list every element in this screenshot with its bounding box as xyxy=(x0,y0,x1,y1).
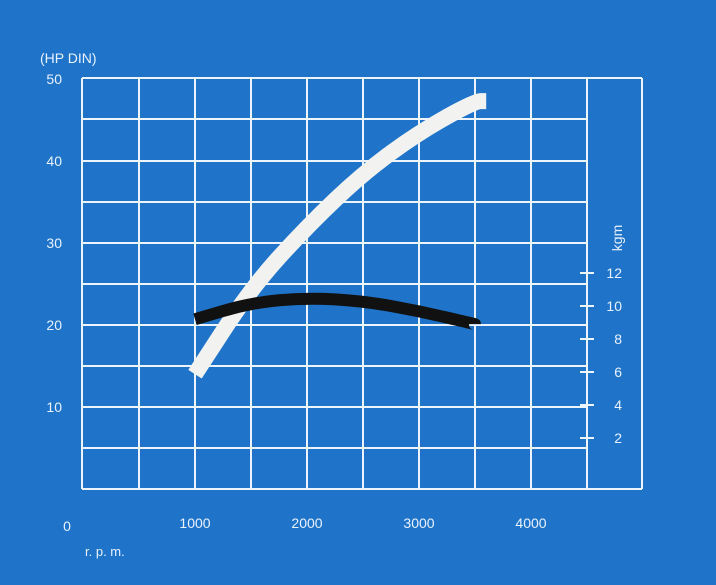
x-tick-label-0: 1000 xyxy=(179,515,210,531)
y-tick-label-1: 20 xyxy=(46,317,62,333)
y-tick-label-4: 50 xyxy=(46,71,62,87)
y2-tick-label-5: 12 xyxy=(606,265,622,281)
y-tick-label-3: 40 xyxy=(46,153,62,169)
series-line-0 xyxy=(188,93,489,379)
x-origin-label: 0 xyxy=(63,518,71,534)
x-axis-title: r. p. m. xyxy=(85,544,125,559)
y2-tick-label-3: 8 xyxy=(614,331,622,347)
y2-tick-label-2: 6 xyxy=(614,364,622,380)
curves xyxy=(188,93,489,379)
x-tick-label-1: 2000 xyxy=(291,515,322,531)
series-line-1 xyxy=(193,292,477,330)
y-axis-title: (HP DIN) xyxy=(40,50,97,66)
y-tick-label-0: 10 xyxy=(46,399,62,415)
y2-tick-label-0: 2 xyxy=(614,430,622,446)
x-tick-label-2: 3000 xyxy=(403,515,434,531)
y-tick-label-2: 30 xyxy=(46,235,62,251)
y2-tick-label-4: 10 xyxy=(606,298,622,314)
tick-labels: 1000 2000 3000 4000 10 20 30 40 50 2 4 6 8 10 12 xyxy=(46,71,622,531)
x-tick-label-3: 4000 xyxy=(515,515,546,531)
y2-axis-title: kgm xyxy=(609,225,625,251)
y2-tick-label-1: 4 xyxy=(614,397,622,413)
